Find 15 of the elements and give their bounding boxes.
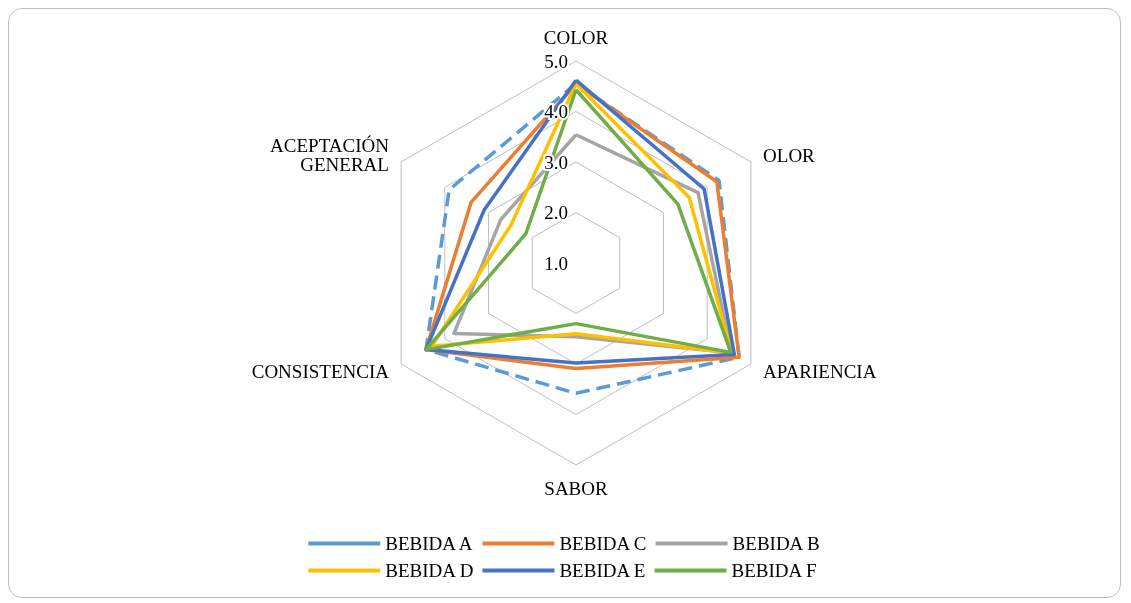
legend-label: BEBIDA A <box>385 533 473 554</box>
spoke-label: COLOR <box>543 27 609 48</box>
spoke-label: CONSISTENCIA <box>251 360 390 382</box>
legend-label: BEBIDA F <box>731 560 817 581</box>
spoke-label: ACEPTACIÓN GENERAL <box>270 135 390 175</box>
y-tick-label: 5.0 <box>544 50 568 72</box>
spoke-label: OLOR <box>763 144 816 166</box>
spoke-label: APARIENCIA <box>763 360 877 382</box>
legend-label: BEBIDA B <box>732 533 820 554</box>
legend-label: BEBIDA C <box>559 533 647 554</box>
spoke-label: SABOR <box>544 478 608 499</box>
legend-label: BEBIDA D <box>385 560 474 581</box>
legend-label: BEBIDA E <box>559 560 646 581</box>
y-tick-label: 1.0 <box>544 252 568 274</box>
y-tick-label: 2.0 <box>544 202 568 223</box>
